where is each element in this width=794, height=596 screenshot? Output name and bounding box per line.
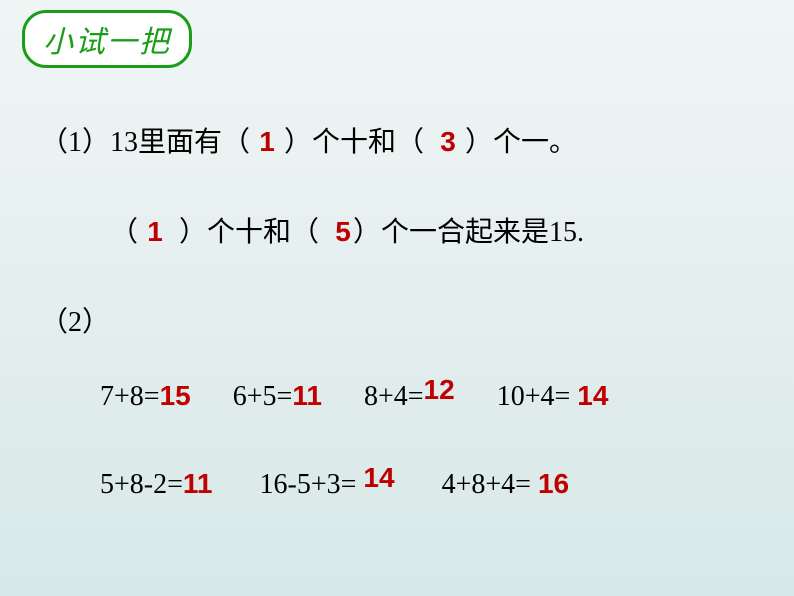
eq-answer: 12 bbox=[424, 374, 455, 405]
eq-answer: 15 bbox=[160, 380, 191, 411]
q1-text-f: ）个一合起来是15. bbox=[353, 217, 584, 248]
eq-expr: 4+8+4= bbox=[442, 469, 531, 500]
q1-answer-d: 5 bbox=[333, 216, 353, 248]
title-badge: 小试一把 bbox=[22, 10, 192, 68]
equation-6: 16-5+3= 14 bbox=[260, 468, 395, 501]
equation-7: 4+8+4= 16 bbox=[442, 468, 570, 501]
q1-text-b: ）个十和（ bbox=[284, 127, 424, 158]
q1-text-a: 13里面有（ bbox=[110, 127, 250, 158]
question-1-line-2: （ 1 ）个十和（ 5）个一合起来是15. bbox=[110, 210, 760, 250]
question-2-label: （2） bbox=[40, 300, 760, 340]
equation-row-1: 7+8=15 6+5=11 8+4=12 10+4= 14 bbox=[100, 380, 760, 413]
equation-3: 8+4=12 bbox=[364, 380, 455, 413]
eq-expr: 6+5= bbox=[233, 381, 293, 412]
equation-1: 7+8=15 bbox=[100, 380, 191, 413]
q1-answer-a: 1 bbox=[257, 126, 277, 158]
equation-row-2: 5+8-2=11 16-5+3= 14 4+8+4= 16 bbox=[100, 468, 760, 501]
q2-label: （2） bbox=[40, 307, 110, 338]
eq-answer: 16 bbox=[538, 468, 569, 499]
question-1-line-1: （1）13里面有（ 1 ）个十和（ 3 ）个一。 bbox=[40, 120, 760, 160]
eq-answer: 14 bbox=[577, 380, 608, 411]
q1-text-e: ）个十和（ bbox=[179, 217, 319, 248]
equation-4: 10+4= 14 bbox=[497, 380, 609, 413]
eq-expr: 8+4= bbox=[364, 381, 424, 412]
eq-expr: 5+8-2= bbox=[100, 469, 183, 500]
q1-label: （1） bbox=[40, 127, 110, 158]
content-area: （1）13里面有（ 1 ）个十和（ 3 ）个一。 （ 1 ）个十和（ 5）个一合… bbox=[40, 120, 760, 501]
q1-answer-b: 3 bbox=[438, 126, 458, 158]
eq-expr: 10+4= bbox=[497, 381, 571, 412]
equation-5: 5+8-2=11 bbox=[100, 468, 213, 501]
eq-expr: 16-5+3= bbox=[260, 469, 357, 500]
eq-answer: 11 bbox=[183, 468, 213, 499]
equation-2: 6+5=11 bbox=[233, 380, 322, 413]
q1-text-c: ）个一。 bbox=[465, 127, 577, 158]
eq-answer: 14 bbox=[363, 462, 394, 493]
eq-expr: 7+8= bbox=[100, 381, 160, 412]
eq-answer: 11 bbox=[292, 380, 322, 411]
title-text: 小试一把 bbox=[43, 26, 171, 59]
q1-text-d: （ bbox=[110, 217, 138, 248]
q1-answer-c: 1 bbox=[145, 216, 165, 248]
